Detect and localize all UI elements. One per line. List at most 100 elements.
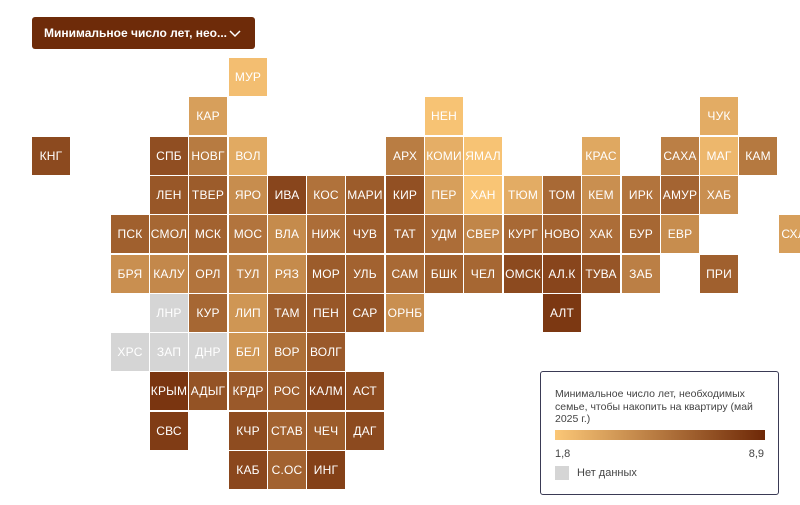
region-tile[interactable]: БРЯ bbox=[111, 255, 149, 293]
indicator-dropdown-label: Минимальное число лет, нео... bbox=[44, 26, 227, 40]
region-tile[interactable]: МАРИ bbox=[346, 176, 384, 214]
region-tile[interactable]: КАР bbox=[189, 97, 227, 135]
region-tile[interactable]: СВЕР bbox=[464, 215, 502, 253]
region-tile[interactable]: МУР bbox=[229, 58, 267, 96]
region-tile[interactable]: ОРЛ bbox=[189, 255, 227, 293]
region-tile[interactable]: ТОМ bbox=[543, 176, 581, 214]
region-tile[interactable]: ЧЕЛ bbox=[464, 255, 502, 293]
region-tile[interactable]: СТАВ bbox=[268, 412, 306, 450]
region-tile[interactable]: ОРНБ bbox=[386, 294, 424, 332]
region-tile[interactable]: ПЕН bbox=[307, 294, 345, 332]
region-tile[interactable]: АДЫГ bbox=[189, 372, 227, 410]
region-tile[interactable]: КРЫМ bbox=[150, 372, 188, 410]
region-tile[interactable]: НОВГ bbox=[189, 137, 227, 175]
region-tile[interactable]: ЗАП bbox=[150, 333, 188, 371]
region-tile[interactable]: ЧУК bbox=[700, 97, 738, 135]
region-tile[interactable]: ЯРО bbox=[229, 176, 267, 214]
legend-no-data-swatch bbox=[555, 466, 569, 480]
region-tile[interactable]: НЕН bbox=[425, 97, 463, 135]
legend-no-data-label: Нет данных bbox=[577, 467, 637, 479]
region-tile[interactable]: СПБ bbox=[150, 137, 188, 175]
region-tile[interactable]: ХРС bbox=[111, 333, 149, 371]
region-tile[interactable]: КАЛМ bbox=[307, 372, 345, 410]
region-tile[interactable]: ЛИП bbox=[229, 294, 267, 332]
legend: Минимальное число лет, необходимых семье… bbox=[540, 371, 779, 495]
region-tile[interactable]: КАЛУ bbox=[150, 255, 188, 293]
region-tile[interactable]: ТАМ bbox=[268, 294, 306, 332]
region-tile[interactable]: ВЛА bbox=[268, 215, 306, 253]
region-tile[interactable]: АЛ.К bbox=[543, 255, 581, 293]
region-tile[interactable]: БШК bbox=[425, 255, 463, 293]
region-tile[interactable]: КЕМ bbox=[582, 176, 620, 214]
legend-max-label: 8,9 bbox=[748, 448, 764, 460]
region-tile[interactable]: ТУЛ bbox=[229, 255, 267, 293]
region-tile[interactable]: ДНР bbox=[189, 333, 227, 371]
region-tile[interactable]: ТАТ bbox=[386, 215, 424, 253]
region-tile[interactable]: ХАК bbox=[582, 215, 620, 253]
region-tile[interactable]: ЧУВ bbox=[346, 215, 384, 253]
region-tile[interactable]: ИРК bbox=[622, 176, 660, 214]
region-tile[interactable]: АМУР bbox=[661, 176, 699, 214]
region-tile[interactable]: РОС bbox=[268, 372, 306, 410]
region-tile[interactable]: КУР bbox=[189, 294, 227, 332]
region-tile[interactable]: ДАГ bbox=[346, 412, 384, 450]
region-tile[interactable]: ЛНР bbox=[150, 294, 188, 332]
region-tile[interactable]: ВОЛГ bbox=[307, 333, 345, 371]
region-tile[interactable]: КОС bbox=[307, 176, 345, 214]
region-tile[interactable]: САР bbox=[346, 294, 384, 332]
region-tile[interactable]: КУРГ bbox=[504, 215, 542, 253]
region-tile[interactable]: УДМ bbox=[425, 215, 463, 253]
region-tile[interactable]: АЛТ bbox=[543, 294, 581, 332]
region-tile[interactable]: АСТ bbox=[346, 372, 384, 410]
region-tile[interactable]: КАМ bbox=[739, 137, 777, 175]
region-tile[interactable]: С.ОС bbox=[268, 451, 306, 489]
region-tile[interactable]: КАБ bbox=[229, 451, 267, 489]
region-tile[interactable]: КЧР bbox=[229, 412, 267, 450]
region-tile[interactable]: АРХ bbox=[386, 137, 424, 175]
legend-title: Минимальное число лет, необходимых семье… bbox=[555, 388, 753, 425]
indicator-dropdown[interactable]: Минимальное число лет, нео... bbox=[32, 17, 255, 49]
region-tile[interactable]: МСК bbox=[189, 215, 227, 253]
region-tile[interactable]: ЯМАЛ bbox=[464, 137, 502, 175]
region-tile[interactable]: ЛЕН bbox=[150, 176, 188, 214]
region-tile[interactable]: ПЕР bbox=[425, 176, 463, 214]
region-tile[interactable]: ТУВА bbox=[582, 255, 620, 293]
region-tile[interactable]: НИЖ bbox=[307, 215, 345, 253]
region-tile[interactable]: РЯЗ bbox=[268, 255, 306, 293]
legend-color-scale bbox=[555, 430, 765, 440]
region-tile[interactable]: МОР bbox=[307, 255, 345, 293]
region-tile[interactable]: БУР bbox=[622, 215, 660, 253]
region-tile[interactable]: ИНГ bbox=[307, 451, 345, 489]
region-tile[interactable]: КРАС bbox=[582, 137, 620, 175]
region-tile[interactable]: САМ bbox=[386, 255, 424, 293]
region-tile[interactable]: ТВЕР bbox=[189, 176, 227, 214]
region-tile[interactable]: МАГ bbox=[700, 137, 738, 175]
region-tile[interactable]: КИР bbox=[386, 176, 424, 214]
region-tile[interactable]: ТЮМ bbox=[504, 176, 542, 214]
region-tile[interactable]: ВОР bbox=[268, 333, 306, 371]
region-tile[interactable]: ПСК bbox=[111, 215, 149, 253]
region-tile[interactable]: КРДР bbox=[229, 372, 267, 410]
region-tile[interactable]: МОС bbox=[229, 215, 267, 253]
region-tile[interactable]: СВС bbox=[150, 412, 188, 450]
legend-min-label: 1,8 bbox=[555, 448, 571, 460]
region-tile[interactable]: КНГ bbox=[32, 137, 70, 175]
region-tile[interactable]: ВОЛ bbox=[229, 137, 267, 175]
chevron-down-icon bbox=[229, 30, 241, 38]
region-tile[interactable]: ЗАБ bbox=[622, 255, 660, 293]
region-tile[interactable]: СХЛН bbox=[779, 215, 800, 253]
region-tile[interactable]: ХАН bbox=[464, 176, 502, 214]
region-tile[interactable]: ОМСК bbox=[504, 255, 542, 293]
region-tile[interactable]: ИВА bbox=[268, 176, 306, 214]
region-tile[interactable]: ПРИ bbox=[700, 255, 738, 293]
region-tile[interactable]: УЛЬ bbox=[346, 255, 384, 293]
region-tile[interactable]: ЧЕЧ bbox=[307, 412, 345, 450]
region-tile[interactable]: СМОЛ bbox=[150, 215, 188, 253]
region-tile[interactable]: НОВО bbox=[543, 215, 581, 253]
region-tile[interactable]: САХА bbox=[661, 137, 699, 175]
region-tile[interactable]: БЕЛ bbox=[229, 333, 267, 371]
region-tile[interactable]: ХАБ bbox=[700, 176, 738, 214]
region-tile[interactable]: КОМИ bbox=[425, 137, 463, 175]
region-tile[interactable]: ЕВР bbox=[661, 215, 699, 253]
